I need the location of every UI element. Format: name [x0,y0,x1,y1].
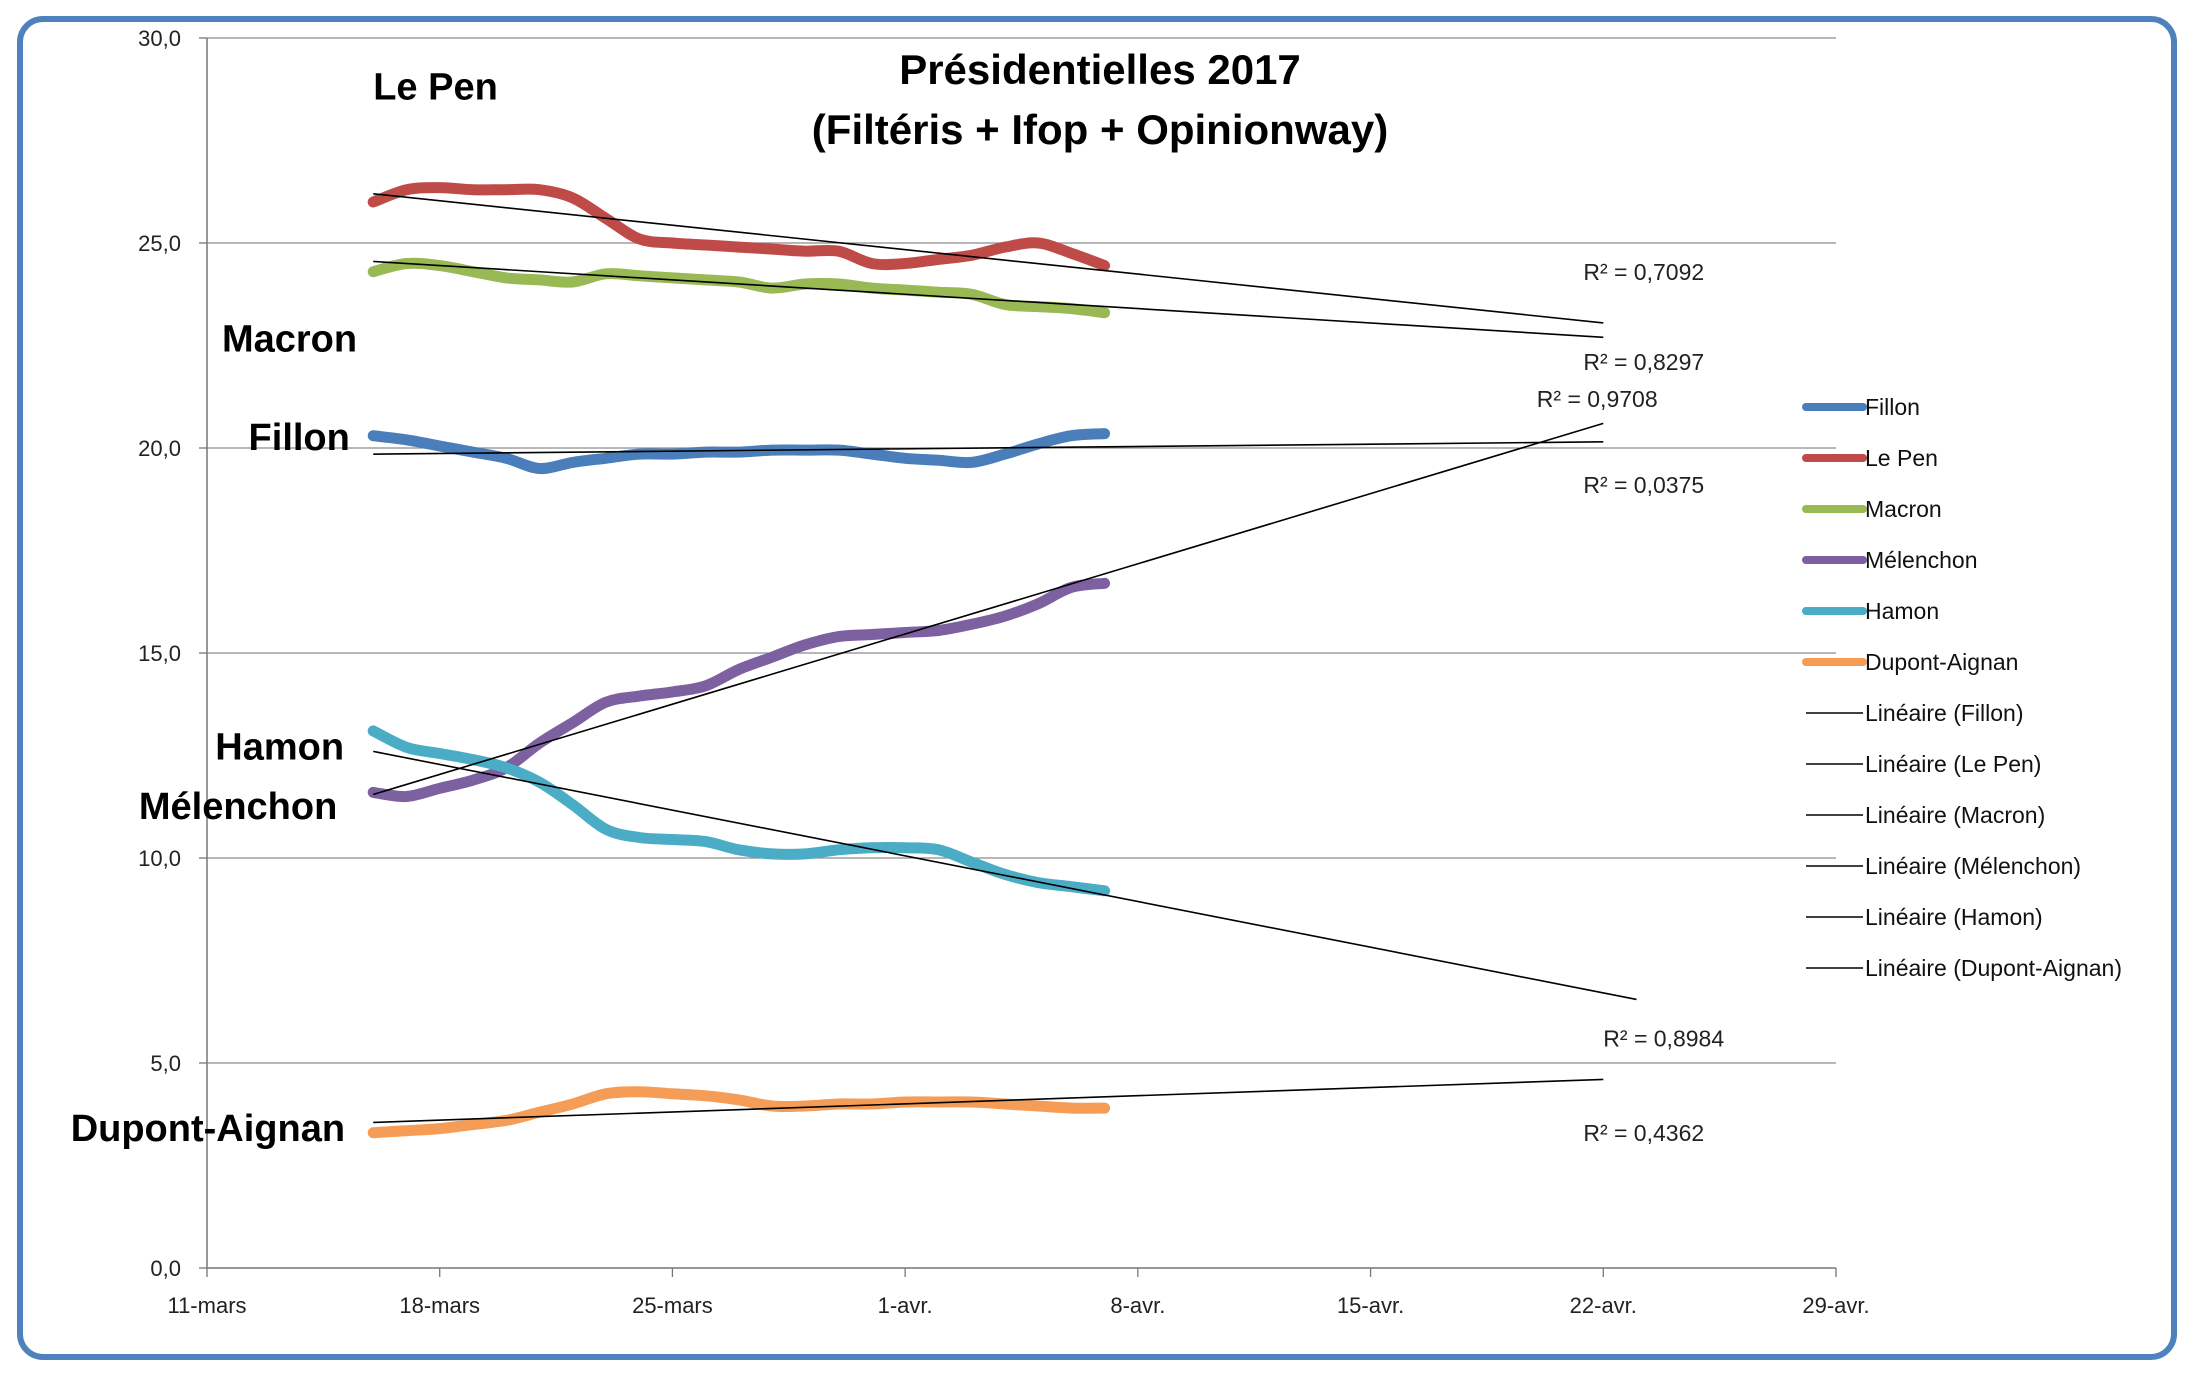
legend-label-le-pen: Le Pen [1865,445,1938,471]
candidate-annotations: Le Pen Macron Fillon Hamon Mélenchon Dupont-A… [71,67,498,1150]
r2-label: R² = 0,4362 [1583,1120,1704,1146]
x-tick-label: 1-avr. [878,1293,933,1318]
chart-title: Présidentielles 2017 [899,46,1301,93]
series-line-hamon [367,725,1111,897]
trendline-lineaire-dupont-aignan [373,1078,1604,1124]
legend-label-dupont-aignan: Dupont-Aignan [1865,649,2018,675]
trendline-lineaire-macron [373,260,1604,339]
trendline-lineaire-fillon [373,441,1604,455]
trendline-lineaire-melenchon [372,422,1604,796]
legend-label-lineaire-dupont-aignan: Linéaire (Dupont-Aignan) [1865,955,2122,981]
annotation-macron: Macron [222,319,357,361]
y-tick-label: 20,0 [138,436,181,461]
x-tick-label: 25-mars [632,1293,713,1318]
x-tick-label: 22-avr. [1570,1293,1637,1318]
x-axis-ticks: 11-mars 18-mars 25-mars 1-avr. 8-avr. 15-avr.… [167,1268,1870,1318]
y-axis-ticks: 0,0 5,0 10,0 15,0 20,0 25,0 30,0 [138,26,207,1281]
legend: Fillon Le Pen Macron Mélenchon Hamon Dupont-A… [1802,394,2122,981]
r2-label: R² = 0,9708 [1537,386,1658,412]
y-tick-label: 10,0 [138,846,181,871]
legend-label-lineaire-hamon: Linéaire (Hamon) [1865,904,2043,930]
annotation-fillon: Fillon [249,417,350,459]
y-tick-label: 25,0 [138,231,181,256]
r2-label: R² = 0,0375 [1583,472,1704,498]
series-line-melenchon [367,577,1111,803]
series-line-le-pen [367,182,1111,272]
chart-subtitle: (Filtéris + Ifop + Opinionway) [812,106,1388,153]
x-tick-label: 15-avr. [1337,1293,1404,1318]
legend-label-lineaire-fillon: Linéaire (Fillon) [1865,700,2024,726]
trendline-lineaire-le-pen [373,193,1604,324]
series-line-dupont-aignan [367,1086,1111,1139]
annotation-dupont-aignan: Dupont-Aignan [71,1108,345,1150]
r2-label: R² = 0,8984 [1603,1026,1724,1052]
legend-label-melenchon: Mélenchon [1865,547,1978,573]
legend-label-lineaire-le-pen: Linéaire (Le Pen) [1865,751,2041,777]
legend-label-lineaire-melenchon: Linéaire (Mélenchon) [1865,853,2081,879]
legend-label-fillon: Fillon [1865,394,1920,420]
legend-label-hamon: Hamon [1865,598,1939,624]
annotation-melenchon: Mélenchon [139,786,337,828]
r2-label: R² = 0,8297 [1583,349,1704,375]
y-tick-label: 30,0 [138,26,181,51]
x-tick-label: 29-avr. [1802,1293,1869,1318]
y-tick-label: 15,0 [138,641,181,666]
series-line-fillon [367,428,1111,475]
trendline-lineaire-hamon [373,750,1637,1001]
x-tick-label: 11-mars [167,1293,246,1318]
x-tick-label: 8-avr. [1110,1293,1165,1318]
trendlines [372,193,1637,1124]
r2-label: R² = 0,7092 [1583,259,1704,285]
x-tick-label: 18-mars [399,1293,480,1318]
legend-label-lineaire-macron: Linéaire (Macron) [1865,802,2045,828]
r2-labels: R² = 0,7092 R² = 0,8297 R² = 0,9708 R² = 0,… [1537,259,1725,1146]
y-tick-label: 0,0 [150,1256,181,1281]
annotation-hamon: Hamon [215,727,344,769]
y-tick-label: 5,0 [150,1051,181,1076]
series-line-macron [367,257,1111,319]
legend-label-macron: Macron [1865,496,1942,522]
annotation-le-pen: Le Pen [373,67,498,109]
series-lines [367,182,1111,1139]
